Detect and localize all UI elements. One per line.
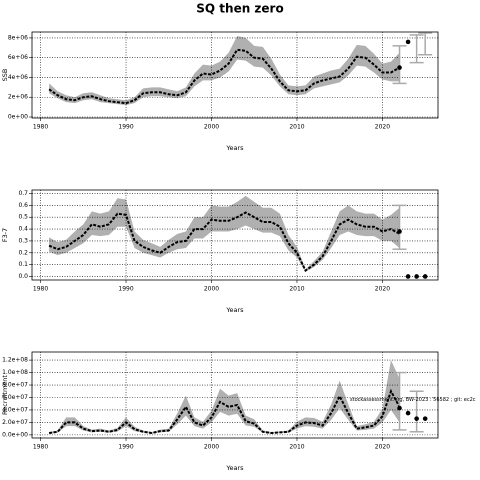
x-tick-label: 2000 bbox=[204, 444, 219, 451]
y-tick-label: 2.0e+07 bbox=[2, 419, 28, 426]
estimate-line bbox=[48, 388, 401, 435]
y-tick-label: 0.4 bbox=[18, 226, 28, 233]
x-tick-label: 2020 bbox=[375, 444, 390, 451]
confidence-band bbox=[49, 35, 400, 106]
x-tick-label: 2020 bbox=[375, 286, 390, 293]
y-tick-label: 0.0e+00 bbox=[2, 431, 28, 438]
y-tick-label: 1.0e+08 bbox=[2, 369, 28, 376]
y-axis-label: Recruitment bbox=[1, 375, 9, 415]
x-tick-label: 1980 bbox=[33, 286, 48, 293]
confidence-band bbox=[49, 195, 400, 272]
y-axis-label: SSB bbox=[1, 69, 9, 82]
confidence-band bbox=[49, 360, 400, 434]
panel: 0.0 0.1 0.2 0.3 0.4 0.5 0.6 0.7 1980 1990 2000 2010… bbox=[1, 189, 439, 314]
x-tick-label: 2000 bbox=[204, 286, 219, 293]
annotation: stockassessment.org, BW-2023 : 56582 ; g… bbox=[350, 397, 476, 403]
x-axis-label: Years bbox=[225, 464, 244, 472]
forecast-point bbox=[397, 65, 402, 70]
forecast-point bbox=[405, 39, 411, 45]
x-tick-label: 2010 bbox=[289, 124, 304, 131]
plot-frame bbox=[31, 189, 439, 281]
x-tick-label: 1980 bbox=[33, 444, 48, 451]
panel: 0.0e+00 2.0e+07 4.0e+07 6.0e+07 8.0e+07 1.0e+… bbox=[1, 351, 476, 472]
forecast-point bbox=[405, 410, 411, 416]
estimate-line bbox=[48, 48, 401, 105]
figure-title: SQ then zero bbox=[196, 2, 283, 16]
x-tick-label: 2010 bbox=[289, 444, 304, 451]
y-tick-label: 0.3 bbox=[18, 237, 28, 244]
x-tick-label: 1990 bbox=[118, 124, 133, 131]
forecast-point bbox=[422, 274, 428, 279]
x-tick-label: 2000 bbox=[204, 124, 219, 131]
forecast-point bbox=[397, 229, 402, 234]
forecast-point bbox=[422, 416, 428, 421]
y-tick-label: 8e+06 bbox=[8, 34, 28, 41]
x-tick-label: 1990 bbox=[118, 286, 133, 293]
y-tick-label: 2e+06 bbox=[8, 94, 28, 101]
y-tick-label: 0.0 bbox=[18, 273, 28, 280]
y-tick-label: 0e+00 bbox=[8, 114, 28, 121]
y-tick-label: 4e+06 bbox=[8, 74, 28, 81]
x-tick-label: 2020 bbox=[375, 124, 390, 131]
forecast-point bbox=[414, 274, 419, 279]
panel: 0e+00 2e+06 4e+06 6e+06 8e+06 1980 1990 2000 201… bbox=[1, 31, 439, 152]
plot-frame bbox=[31, 31, 439, 119]
y-tick-label: 8.0e+07 bbox=[2, 382, 28, 389]
y-tick-label: 0.1 bbox=[18, 261, 28, 268]
x-axis-label: Years bbox=[225, 144, 244, 152]
y-tick-label: 6.0e+07 bbox=[2, 394, 28, 401]
x-axis-label: Years bbox=[225, 306, 244, 314]
y-tick-label: 1.2e+08 bbox=[2, 357, 28, 364]
y-tick-label: 0.2 bbox=[18, 249, 28, 256]
forecast-point bbox=[397, 405, 402, 411]
x-tick-label: 1980 bbox=[33, 124, 48, 131]
x-tick-label: 1990 bbox=[118, 444, 133, 451]
forecast-point bbox=[414, 416, 419, 421]
y-tick-label: 0.5 bbox=[18, 214, 28, 221]
y-tick-label: 0.6 bbox=[18, 202, 28, 209]
forecast-point bbox=[405, 274, 411, 279]
plot-frame bbox=[31, 351, 439, 439]
y-tick-label: 6e+06 bbox=[8, 54, 28, 61]
y-axis-label: F3-7 bbox=[1, 228, 9, 242]
estimate-line bbox=[48, 211, 401, 273]
x-tick-label: 2010 bbox=[289, 286, 304, 293]
y-tick-label: 4.0e+07 bbox=[2, 406, 28, 413]
y-tick-label: 0.7 bbox=[18, 190, 28, 197]
